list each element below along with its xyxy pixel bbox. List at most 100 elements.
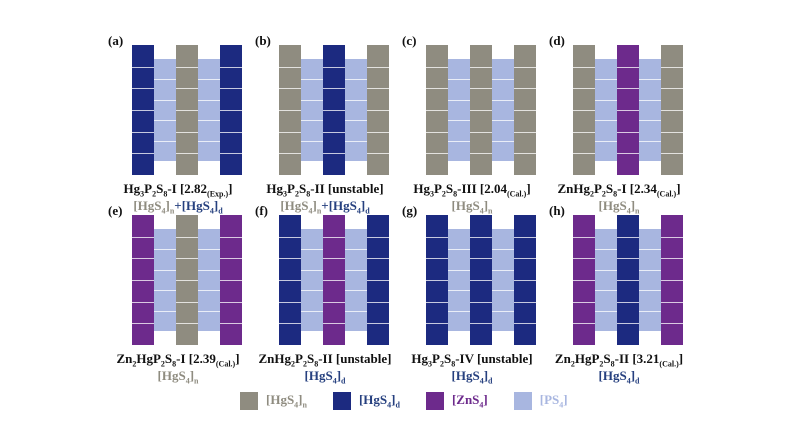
unit-divider bbox=[470, 67, 492, 68]
unit-divider bbox=[492, 249, 514, 250]
legend-item-n: [HgS4]n bbox=[240, 392, 307, 410]
legend-swatch bbox=[513, 392, 532, 410]
unit-divider bbox=[492, 270, 514, 271]
unit-divider bbox=[154, 311, 176, 312]
unit-divider bbox=[323, 110, 345, 111]
hgs4-d-column bbox=[279, 215, 301, 345]
unit-divider bbox=[323, 280, 345, 281]
unit-divider bbox=[573, 153, 595, 154]
zns4-column bbox=[617, 45, 639, 175]
unit-divider bbox=[617, 280, 639, 281]
unit-divider bbox=[279, 110, 301, 111]
unit-divider bbox=[345, 270, 367, 271]
panel-label: (c) bbox=[402, 33, 417, 48]
unit-divider bbox=[514, 323, 536, 324]
unit-divider bbox=[448, 270, 470, 271]
zns4-column bbox=[323, 215, 345, 345]
unit-divider bbox=[301, 290, 323, 291]
unit-divider bbox=[661, 302, 683, 303]
panel-label: (e) bbox=[108, 203, 123, 218]
legend-swatch bbox=[240, 392, 258, 410]
unit-divider bbox=[573, 132, 595, 133]
unit-divider bbox=[367, 153, 389, 154]
unit-divider bbox=[448, 120, 470, 121]
unit-divider bbox=[176, 280, 198, 281]
unit-divider bbox=[426, 280, 448, 281]
unit-divider bbox=[367, 67, 389, 68]
unit-divider bbox=[661, 67, 683, 68]
unit-divider bbox=[220, 302, 242, 303]
zns4-column bbox=[220, 215, 242, 345]
unit-divider bbox=[470, 132, 492, 133]
unit-divider bbox=[345, 79, 367, 80]
unit-divider bbox=[639, 141, 661, 142]
unit-divider bbox=[198, 311, 220, 312]
unit-divider bbox=[448, 249, 470, 250]
unit-divider bbox=[176, 302, 198, 303]
panel-label: (a) bbox=[108, 33, 124, 48]
unit-divider bbox=[514, 110, 536, 111]
ps4-column bbox=[301, 59, 323, 161]
unit-divider bbox=[514, 258, 536, 259]
composition-caption: [HgS4]n bbox=[157, 368, 199, 386]
unit-divider bbox=[301, 249, 323, 250]
unit-divider bbox=[154, 290, 176, 291]
unit-divider bbox=[426, 153, 448, 154]
legend: [HgS4]n [HgS4]d [ZnS4] [PS4] bbox=[240, 389, 594, 413]
unit-divider bbox=[323, 67, 345, 68]
unit-divider bbox=[132, 153, 154, 154]
hgs4-n-column bbox=[367, 45, 389, 175]
unit-divider bbox=[573, 302, 595, 303]
compound-caption: ZnHg2P2S8-I [2.34(Cal.)] bbox=[557, 181, 681, 199]
unit-divider bbox=[661, 237, 683, 238]
composition-caption: [HgS4]n+[HgS4]d bbox=[280, 198, 370, 216]
unit-divider bbox=[470, 153, 492, 154]
compound-caption: Hg3P2S8-I [2.82(Exp.)] bbox=[123, 181, 233, 199]
hgs4-d-column bbox=[617, 215, 639, 345]
unit-divider bbox=[154, 79, 176, 80]
unit-divider bbox=[639, 270, 661, 271]
hgs4-n-column bbox=[426, 45, 448, 175]
hgs4-d-column bbox=[132, 45, 154, 175]
unit-divider bbox=[279, 153, 301, 154]
zns4-column bbox=[132, 215, 154, 345]
compound-caption: Zn2HgP2S8-II [3.21(Cal.)] bbox=[554, 351, 684, 369]
unit-divider bbox=[617, 153, 639, 154]
unit-divider bbox=[617, 67, 639, 68]
hgs4-d-column bbox=[514, 215, 536, 345]
hgs4-d-column bbox=[470, 215, 492, 345]
unit-divider bbox=[661, 153, 683, 154]
unit-divider bbox=[448, 141, 470, 142]
unit-divider bbox=[492, 79, 514, 80]
unit-divider bbox=[301, 141, 323, 142]
unit-divider bbox=[301, 100, 323, 101]
unit-divider bbox=[573, 280, 595, 281]
unit-divider bbox=[367, 237, 389, 238]
unit-divider bbox=[617, 132, 639, 133]
unit-divider bbox=[132, 88, 154, 89]
unit-divider bbox=[426, 302, 448, 303]
hgs4-d-column bbox=[323, 45, 345, 175]
hgs4-n-column bbox=[470, 45, 492, 175]
panel-b: (b) Hg3P2S8-II [unstable] [HgS4]n+[HgS4]d bbox=[255, 33, 461, 233]
unit-divider bbox=[345, 249, 367, 250]
unit-divider bbox=[154, 141, 176, 142]
unit-divider bbox=[492, 311, 514, 312]
unit-divider bbox=[470, 237, 492, 238]
legend-item-d: [HgS4]d bbox=[332, 392, 400, 410]
unit-divider bbox=[595, 249, 617, 250]
unit-divider bbox=[220, 323, 242, 324]
unit-divider bbox=[514, 88, 536, 89]
unit-divider bbox=[492, 290, 514, 291]
unit-divider bbox=[573, 237, 595, 238]
unit-divider bbox=[661, 323, 683, 324]
unit-divider bbox=[220, 67, 242, 68]
unit-divider bbox=[573, 258, 595, 259]
legend-label: [HgS4]n bbox=[266, 392, 307, 410]
unit-divider bbox=[198, 120, 220, 121]
unit-divider bbox=[176, 153, 198, 154]
panel-a: (a) Hg3P2S8-I [2.82(Exp.)] [HgS4]n+[HgS4]d bbox=[108, 33, 314, 233]
unit-divider bbox=[367, 302, 389, 303]
unit-divider bbox=[514, 302, 536, 303]
unit-divider bbox=[639, 100, 661, 101]
